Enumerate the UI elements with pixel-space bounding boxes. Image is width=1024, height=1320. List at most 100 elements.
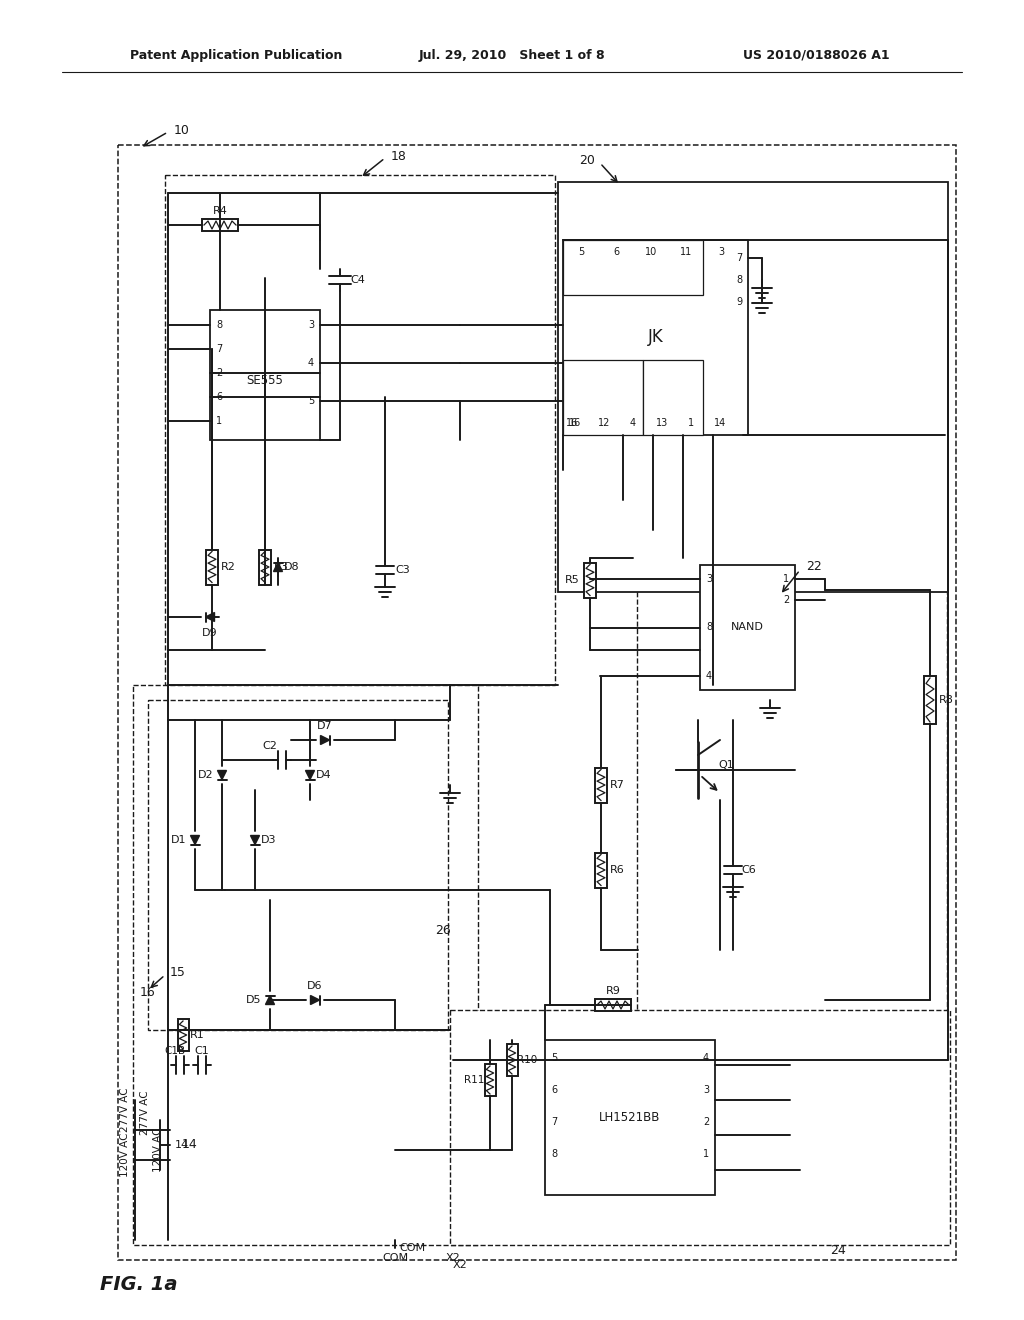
Text: 12: 12 xyxy=(598,418,610,428)
Text: 14: 14 xyxy=(714,418,726,428)
Text: 7: 7 xyxy=(216,345,222,354)
Text: 14: 14 xyxy=(182,1138,198,1151)
Polygon shape xyxy=(265,995,274,1005)
Text: R1: R1 xyxy=(189,1030,205,1040)
Text: 2: 2 xyxy=(702,1117,710,1127)
Text: 2: 2 xyxy=(783,595,790,605)
Bar xyxy=(507,1044,517,1076)
Text: R6: R6 xyxy=(609,865,625,875)
Text: Jul. 29, 2010   Sheet 1 of 8: Jul. 29, 2010 Sheet 1 of 8 xyxy=(419,49,605,62)
Text: R4: R4 xyxy=(213,206,227,216)
Text: 5: 5 xyxy=(308,396,314,407)
Text: 4: 4 xyxy=(630,418,636,428)
Bar xyxy=(259,549,271,585)
Text: 14: 14 xyxy=(175,1140,189,1150)
Text: COM: COM xyxy=(382,1253,408,1263)
Text: 3: 3 xyxy=(308,319,314,330)
Text: 4: 4 xyxy=(308,358,314,368)
Text: COM: COM xyxy=(399,1243,425,1253)
Text: 8: 8 xyxy=(551,1148,557,1159)
Text: 24: 24 xyxy=(830,1243,846,1257)
Text: 3: 3 xyxy=(702,1085,709,1096)
Text: 6: 6 xyxy=(216,392,222,403)
Bar xyxy=(484,1064,496,1096)
Text: 6: 6 xyxy=(613,247,620,257)
Text: R8: R8 xyxy=(939,696,953,705)
Bar xyxy=(637,590,947,1060)
Text: NAND: NAND xyxy=(731,623,764,632)
Text: 4: 4 xyxy=(702,1053,709,1063)
Text: D5: D5 xyxy=(246,995,262,1005)
Text: 8: 8 xyxy=(736,275,742,285)
Bar xyxy=(210,310,319,440)
Polygon shape xyxy=(190,836,200,845)
Text: 16: 16 xyxy=(566,418,579,428)
Text: 16: 16 xyxy=(569,418,582,428)
Bar xyxy=(450,1010,950,1245)
Bar xyxy=(563,240,748,436)
Bar xyxy=(558,182,948,591)
Text: 1: 1 xyxy=(702,1148,709,1159)
Text: R11: R11 xyxy=(464,1074,484,1085)
Text: 8: 8 xyxy=(706,623,712,632)
Text: D2: D2 xyxy=(199,770,214,780)
Text: D3: D3 xyxy=(261,836,276,845)
Bar xyxy=(148,700,449,1030)
Text: D4: D4 xyxy=(316,770,332,780)
Text: C1: C1 xyxy=(195,1045,209,1056)
Text: LH1521BB: LH1521BB xyxy=(599,1111,660,1125)
Polygon shape xyxy=(251,836,259,845)
Text: R5: R5 xyxy=(564,576,580,585)
Text: R3: R3 xyxy=(273,562,289,572)
Polygon shape xyxy=(217,771,226,780)
Text: 1: 1 xyxy=(783,574,790,583)
Text: 4: 4 xyxy=(706,671,712,681)
Bar xyxy=(206,549,218,585)
Bar xyxy=(545,1040,715,1195)
Text: 9: 9 xyxy=(736,297,742,308)
Bar xyxy=(643,360,703,436)
Text: 18: 18 xyxy=(391,149,407,162)
Text: D6: D6 xyxy=(307,981,323,991)
Text: R10: R10 xyxy=(517,1055,538,1065)
Text: 10: 10 xyxy=(645,247,657,257)
Polygon shape xyxy=(310,995,319,1005)
Bar xyxy=(595,853,607,887)
Polygon shape xyxy=(305,771,314,780)
Bar xyxy=(202,219,238,231)
Text: C3: C3 xyxy=(395,565,411,576)
Text: 8: 8 xyxy=(216,319,222,330)
Bar xyxy=(563,360,643,436)
Text: 10: 10 xyxy=(174,124,189,136)
Text: 277V AC: 277V AC xyxy=(120,1088,130,1133)
Text: 3: 3 xyxy=(706,574,712,583)
Text: 5: 5 xyxy=(578,247,584,257)
Text: US 2010/0188026 A1: US 2010/0188026 A1 xyxy=(743,49,890,62)
Text: Q1: Q1 xyxy=(718,760,734,770)
Text: 7: 7 xyxy=(551,1117,557,1127)
Bar xyxy=(700,565,795,690)
Bar xyxy=(584,562,596,598)
Text: X2: X2 xyxy=(453,1261,467,1270)
Text: 1: 1 xyxy=(216,416,222,426)
Polygon shape xyxy=(273,562,283,572)
Text: R2: R2 xyxy=(220,562,236,572)
Text: D9: D9 xyxy=(202,628,218,638)
Text: D1: D1 xyxy=(171,836,186,845)
Text: 22: 22 xyxy=(806,561,821,573)
Text: R7: R7 xyxy=(609,780,625,789)
Text: R9: R9 xyxy=(605,986,621,997)
Text: 3: 3 xyxy=(718,247,724,257)
Text: 120V AC: 120V AC xyxy=(153,1127,163,1172)
Bar xyxy=(133,685,478,1245)
Text: 1: 1 xyxy=(688,418,694,428)
Text: C6: C6 xyxy=(741,865,757,875)
Text: 20: 20 xyxy=(580,153,595,166)
Text: 7: 7 xyxy=(736,253,742,263)
Text: 15: 15 xyxy=(170,965,186,978)
Text: 16: 16 xyxy=(140,986,156,998)
Polygon shape xyxy=(321,735,330,744)
Bar xyxy=(924,676,936,723)
Text: 13: 13 xyxy=(656,418,668,428)
Bar xyxy=(177,1019,188,1051)
